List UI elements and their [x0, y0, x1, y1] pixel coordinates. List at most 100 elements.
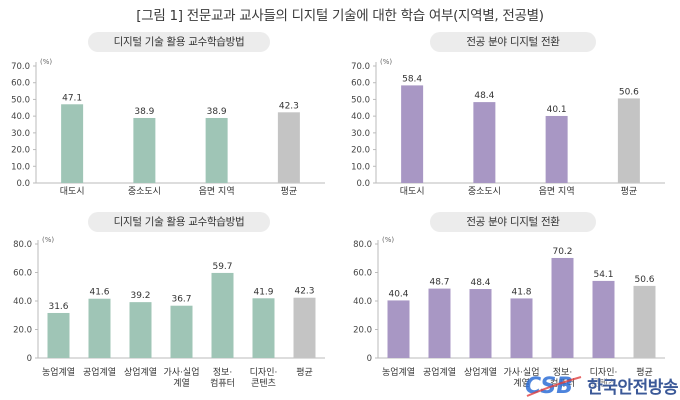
chart-panel-major-teaching-method: 디지털 기술 활용 교수학습방법 0 20.0 40.0 60.0 80.0 (%) 31.…: [0, 208, 340, 400]
value-label: 47.1: [62, 93, 82, 103]
value-label: 31.6: [48, 302, 68, 312]
y-tick-label: 0.0: [16, 179, 30, 189]
broadcaster-logo-icon: CSB: [525, 371, 583, 399]
bar: [592, 280, 615, 358]
bar: [277, 112, 300, 183]
category-label: 디자인·: [250, 367, 278, 378]
category-label: 디자인·: [590, 367, 618, 378]
category-label: 읍면 지역: [539, 186, 575, 197]
value-label: 48.7: [429, 278, 449, 288]
value-label: 40.1: [547, 105, 567, 115]
bar: [47, 312, 70, 358]
y-tick-label: 60.0: [11, 79, 30, 89]
category-label: 가사·실업: [504, 367, 540, 378]
bar: [401, 85, 424, 183]
bar: [133, 117, 156, 183]
bar: [617, 98, 640, 183]
bar: [469, 289, 492, 358]
category-label: 평균: [636, 367, 653, 378]
category-label: 상업계열: [464, 366, 497, 378]
bar: [633, 285, 656, 358]
y-unit-label: (%): [40, 58, 52, 66]
bar: [293, 297, 316, 358]
category-label: 농업계열: [382, 366, 415, 378]
category-label: 콘텐츠: [251, 378, 276, 389]
y-unit-label: (%): [382, 236, 394, 244]
bar: [61, 104, 84, 183]
y-tick-label: 40.0: [353, 297, 372, 307]
bar: [211, 272, 234, 358]
category-label: 중소도시: [468, 186, 501, 197]
value-label: 59.7: [212, 262, 232, 272]
watermark: CSB 한국안전방송: [525, 370, 678, 400]
y-tick-label: 0: [367, 354, 372, 364]
category-label: 정보·: [213, 367, 232, 378]
value-label: 36.7: [171, 295, 191, 305]
watermark-text: 한국안전방송: [587, 377, 678, 398]
category-label: 콘텐츠: [591, 378, 616, 389]
bar: [252, 298, 275, 358]
bar: [88, 298, 111, 358]
value-label: 42.3: [294, 287, 314, 297]
value-label: 41.6: [89, 288, 109, 298]
bar-chart: 0 20.0 40.0 60.0 80.0 (%) 31.6 농업계열 41.6 공업계열 39.2…: [13, 236, 325, 389]
y-tick-label: 70.0: [11, 62, 30, 72]
bar-chart: 0.0 10.0 20.0 30.0 40.0 50.0 60.0 70.0 (%) 47.1 대도…: [11, 58, 325, 197]
category-label: 공업계열: [83, 366, 116, 378]
y-unit-label: (%): [380, 58, 392, 66]
category-label: 컴퓨터: [210, 377, 235, 389]
value-label: 50.6: [634, 275, 654, 285]
category-label: 가사·실업: [164, 367, 200, 378]
y-tick-label: 80.0: [353, 240, 372, 250]
category-label: 평균: [296, 367, 313, 378]
bar: [545, 115, 568, 183]
bar-chart: 0 20.0 40.0 60.0 80.0 (%) 40.4 농업계열 48.7 공업계열 48.4…: [353, 236, 665, 389]
category-label: 상업계열: [124, 366, 157, 378]
y-tick-label: 0: [27, 354, 32, 364]
y-tick-label: 30.0: [11, 129, 30, 139]
bar: [473, 102, 496, 183]
value-label: 54.1: [593, 270, 613, 280]
category-label: 중소도시: [128, 186, 161, 197]
value-label: 38.9: [207, 107, 227, 117]
category-label: 평균: [621, 186, 638, 197]
figure-title: [그림 1] 전문교과 교사들의 디지털 기술에 대한 학습 여부(지역별, 전…: [136, 8, 544, 24]
value-label: 70.2: [552, 247, 572, 257]
bar: [170, 305, 193, 358]
value-label: 50.6: [619, 87, 639, 97]
y-tick-label: 20.0: [351, 146, 370, 156]
category-label: 계열: [173, 377, 190, 389]
value-label: 48.4: [470, 278, 490, 288]
value-label: 40.4: [388, 289, 408, 299]
y-tick-label: 10.0: [351, 162, 370, 172]
value-label: 39.2: [130, 291, 150, 301]
category-label: 대도시: [400, 186, 425, 197]
y-tick-label: 0.0: [356, 179, 370, 189]
y-tick-label: 40.0: [13, 297, 32, 307]
category-label: 평균: [281, 186, 298, 197]
y-tick-label: 70.0: [351, 62, 370, 72]
value-label: 48.4: [474, 91, 494, 101]
y-unit-label: (%): [42, 236, 54, 244]
y-tick-label: 50.0: [351, 95, 370, 105]
category-label: 계열: [513, 377, 530, 389]
bar: [510, 298, 533, 358]
bar-chart: 0.0 10.0 20.0 30.0 40.0 50.0 60.0 70.0 (%) 58.4 대도…: [351, 58, 665, 197]
bar: [205, 117, 228, 183]
category-label: 농업계열: [42, 366, 75, 378]
chart-panel-major-digital-transition: 전공 분야 디지털 전환 0 20.0 40.0 60.0 80.0 (%) 40.4 농업계…: [340, 208, 680, 400]
y-tick-label: 30.0: [351, 129, 370, 139]
category-label: 공업계열: [423, 366, 456, 378]
chart-title: 전공 분야 디지털 전환: [430, 32, 596, 52]
y-tick-label: 80.0: [13, 240, 32, 250]
y-tick-label: 60.0: [353, 269, 372, 279]
value-label: 38.9: [134, 107, 154, 117]
value-label: 58.4: [402, 74, 422, 84]
y-tick-label: 10.0: [11, 162, 30, 172]
y-tick-label: 50.0: [11, 95, 30, 105]
category-label: 대도시: [60, 186, 85, 197]
bar: [551, 257, 574, 358]
y-tick-label: 60.0: [351, 79, 370, 89]
bar: [428, 288, 451, 358]
value-label: 42.3: [279, 101, 299, 111]
